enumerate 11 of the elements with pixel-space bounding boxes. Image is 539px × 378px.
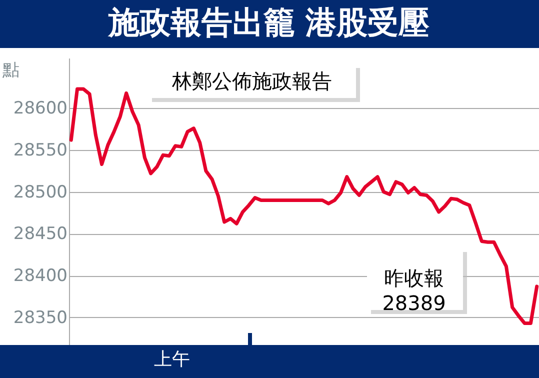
y-tick-label: 28550 (13, 140, 68, 161)
y-tick-label: 28500 (13, 182, 68, 202)
y-tick-label: 28350 (13, 308, 68, 328)
x-axis-title: 上午 (154, 349, 190, 370)
y-tick-label: 28450 (13, 224, 68, 244)
y-axis-title: 點 (2, 60, 20, 80)
annotation: 昨收報 28389 (382, 266, 446, 315)
annotation: 林鄭公佈施政報告 (171, 69, 332, 93)
y-tick-label: 28400 (13, 266, 68, 286)
chart-title: 施政報告出籠 港股受壓 (108, 5, 430, 41)
y-tick-label: 28600 (13, 98, 68, 119)
